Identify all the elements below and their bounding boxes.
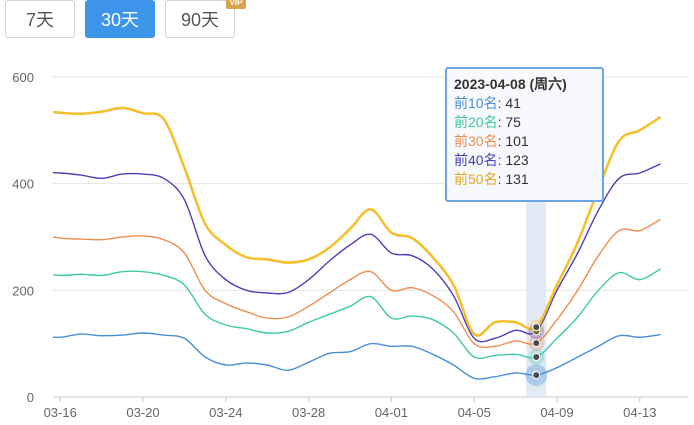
tooltip-value: 101 [505,133,529,149]
tooltip-row-top20: 前20名: 75 [454,114,521,130]
series-line-top30 [53,218,661,349]
series-line-top20 [53,268,661,360]
x-tick-label: 03-16 [44,405,77,420]
tooltip-row-top10: 前10名: 41 [454,95,521,111]
hover-band [526,200,547,397]
series-line-top10 [53,332,661,380]
y-tick-label: 400 [12,177,34,192]
x-tick-label: 03-28 [292,405,325,420]
x-tick-label: 04-09 [540,405,573,420]
tooltip-label: 前10名 [454,95,498,111]
hover-point-top10 [532,371,541,380]
vip-badge-icon: VIP [226,0,246,9]
range-7-days-button[interactable]: 7天 [5,0,75,38]
x-tick-label: 03-24 [209,405,242,420]
y-tick-label: 600 [12,70,34,85]
tooltip-row-top40: 前40名: 123 [454,152,529,168]
tooltip-label: 前40名 [454,152,498,168]
hover-point-top50 [532,323,541,332]
hover-point-top20 [532,353,541,361]
hover-point-top30 [532,339,541,348]
range-30-days-button[interactable]: 30天 [85,0,155,38]
y-tick-label: 0 [27,390,34,405]
tooltip-label: 前30名 [454,133,498,149]
tooltip-value: 123 [505,152,529,168]
tooltip-value: 131 [505,171,529,187]
series-line-top50 [53,106,662,337]
tooltip-label: 前20名 [454,114,498,130]
data-tooltip: 2023-04-08 (周六) 前10名: 41 前20名: 75 前30名: … [445,67,604,202]
series-line-top40 [53,163,661,343]
x-tick-label: 04-01 [375,405,408,420]
tooltip-title: 2023-04-08 (周六) [454,76,567,92]
range-90-days-button[interactable]: 90天 [165,0,235,38]
tooltip-value: 75 [505,114,521,130]
x-tick-label: 03-20 [126,405,159,420]
tooltip-value: 41 [505,95,521,111]
tooltip-row-top30: 前30名: 101 [454,133,529,149]
x-tick-label: 04-13 [623,405,656,420]
tooltip-row-top50: 前50名: 131 [454,171,529,187]
y-tick-label: 200 [12,283,34,298]
tooltip-label: 前50名 [454,171,498,187]
x-tick-label: 04-05 [458,405,491,420]
